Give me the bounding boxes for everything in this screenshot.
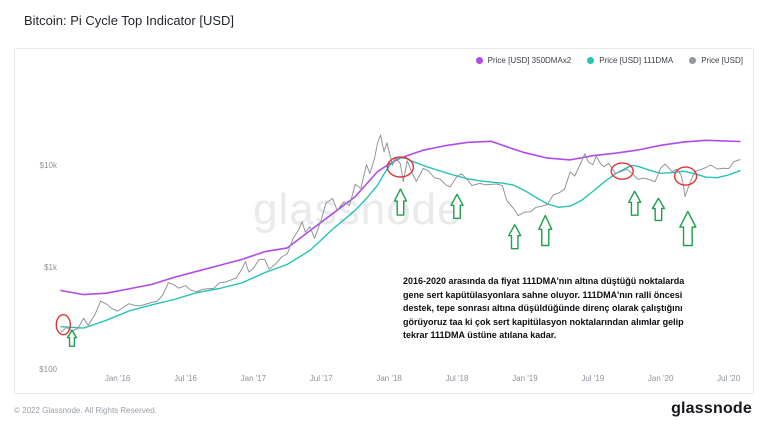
top-signal-ellipse-icon	[386, 156, 415, 178]
analysis-note: 2016-2020 arasında da fiyat 111DMA'nın a…	[403, 276, 685, 340]
legend-dot-350dmax2-icon	[475, 57, 483, 64]
y-axis-tick-label: $1k	[44, 263, 58, 272]
x-axis-tick-label: Jul '17	[310, 374, 333, 383]
x-axis-tick-label: Jan '17	[241, 374, 267, 383]
y-axis-tick-label: $10k	[40, 161, 58, 170]
top-signal-ellipse-icon	[673, 166, 698, 186]
buy-signal-arrow-icon	[538, 214, 553, 247]
buy-signal-arrow-icon	[66, 329, 78, 347]
buy-signal-arrow-icon	[651, 197, 666, 222]
buy-signal-arrow-icon	[627, 190, 642, 216]
x-axis-tick-label: Jan '18	[376, 374, 402, 383]
legend-dot-price-icon	[689, 57, 697, 64]
legend-item-price[interactable]: Price [USD]	[689, 56, 743, 65]
chart-plot-area[interactable]: $10k $1k $100 Jan '16 Jul '16 Jan '17 Jul '17 J…	[15, 49, 753, 393]
x-axis-tick-label: Jul '19	[581, 374, 604, 383]
top-signal-ellipse-icon	[55, 314, 71, 336]
legend-item-111dma[interactable]: Price [USD] 111DMA	[587, 56, 673, 65]
x-axis-tick-label: Jul '16	[174, 374, 197, 383]
x-axis-tick-label: Jul '18	[446, 374, 469, 383]
buy-signal-arrow-icon	[508, 224, 522, 250]
glassnode-logo: glassnode	[671, 400, 752, 417]
legend-label-350dmax2: Price [USD] 350DMAx2	[487, 56, 572, 65]
chart-legend: Price [USD] 350DMAx2 Price [USD] 111DMA …	[475, 56, 743, 65]
x-axis-tick-label: Jan '16	[105, 374, 131, 383]
buy-signal-arrow-icon	[679, 210, 697, 247]
legend-item-350dmax2[interactable]: Price [USD] 350DMAx2	[475, 56, 572, 65]
chart-card: glassnode $10k $1k $100 Jan '16 Jul '16 Jan '…	[14, 48, 754, 394]
top-signal-ellipse-icon	[610, 162, 634, 180]
legend-dot-111dma-icon	[587, 57, 595, 64]
legend-label-111dma: Price [USD] 111DMA	[599, 56, 674, 65]
page-title: Bitcoin: Pi Cycle Top Indicator [USD]	[24, 13, 235, 28]
buy-signal-arrow-icon	[393, 188, 408, 216]
series-line-price	[60, 134, 741, 333]
y-axis-tick-label: $100	[39, 365, 57, 374]
legend-label-price: Price [USD]	[701, 56, 743, 65]
footer-copyright: © 2022 Glassnode. All Rights Reserved.	[14, 406, 157, 415]
buy-signal-arrow-icon	[450, 193, 464, 219]
x-axis-tick-label: Jan '20	[648, 374, 674, 383]
x-axis-tick-label: Jul '20	[717, 374, 740, 383]
x-axis-tick-label: Jan '19	[512, 374, 538, 383]
